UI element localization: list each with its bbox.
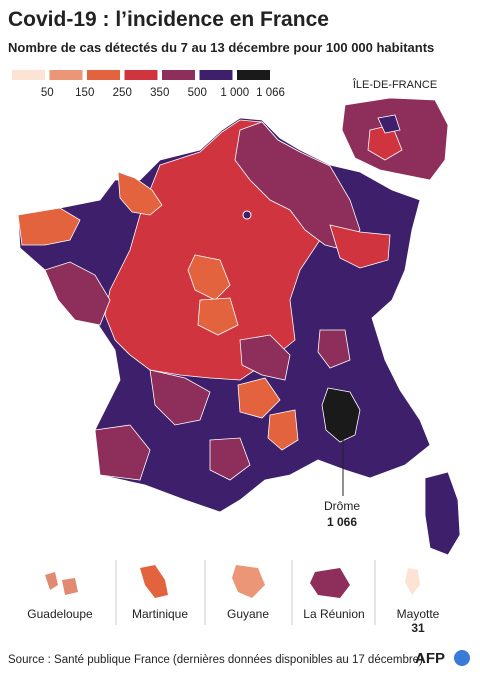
legend-label: 250 [113,87,132,99]
territory-label: Guyane [227,607,269,621]
territory-label: Mayotte [397,607,440,621]
legend-swatch [49,70,83,80]
legend-swatch [199,70,233,80]
paris [242,210,252,220]
legend-label: 50 [41,87,54,99]
drome-label: Drôme [324,499,360,513]
overseas [45,560,420,625]
subtitle: Nombre de cas détectés du 7 au 13 décemb… [8,40,434,55]
title: Covid-19 : l’incidence en France [8,8,329,31]
source: Source : Santé publique France (dernière… [8,654,423,666]
legend-swatch [87,70,120,80]
legend-label: 150 [75,87,94,99]
legend-label: 500 [188,87,207,99]
france-map [17,117,461,556]
legend-label: 1 066 [256,87,285,99]
territory-label: La Réunion [303,607,364,621]
logo-dot [454,650,470,666]
logo: AFP [415,650,445,667]
legend-label: 1 000 [220,87,249,99]
legend: 50 150 250 350 500 1 000 1 066 [12,70,285,99]
territory-label: Guadeloupe [27,607,93,621]
legend-label: 350 [150,87,169,99]
territory-label: Martinique [132,607,188,621]
mayotte-value: 31 [411,621,425,635]
legend-swatch [124,70,158,80]
legend-swatch [12,70,45,80]
drome-value: 1 066 [327,515,357,529]
inset-label: ÎLE-DE-FRANCE [352,78,437,91]
legend-swatch [237,70,270,80]
idf-inset [341,97,449,181]
legend-swatch [162,70,195,80]
